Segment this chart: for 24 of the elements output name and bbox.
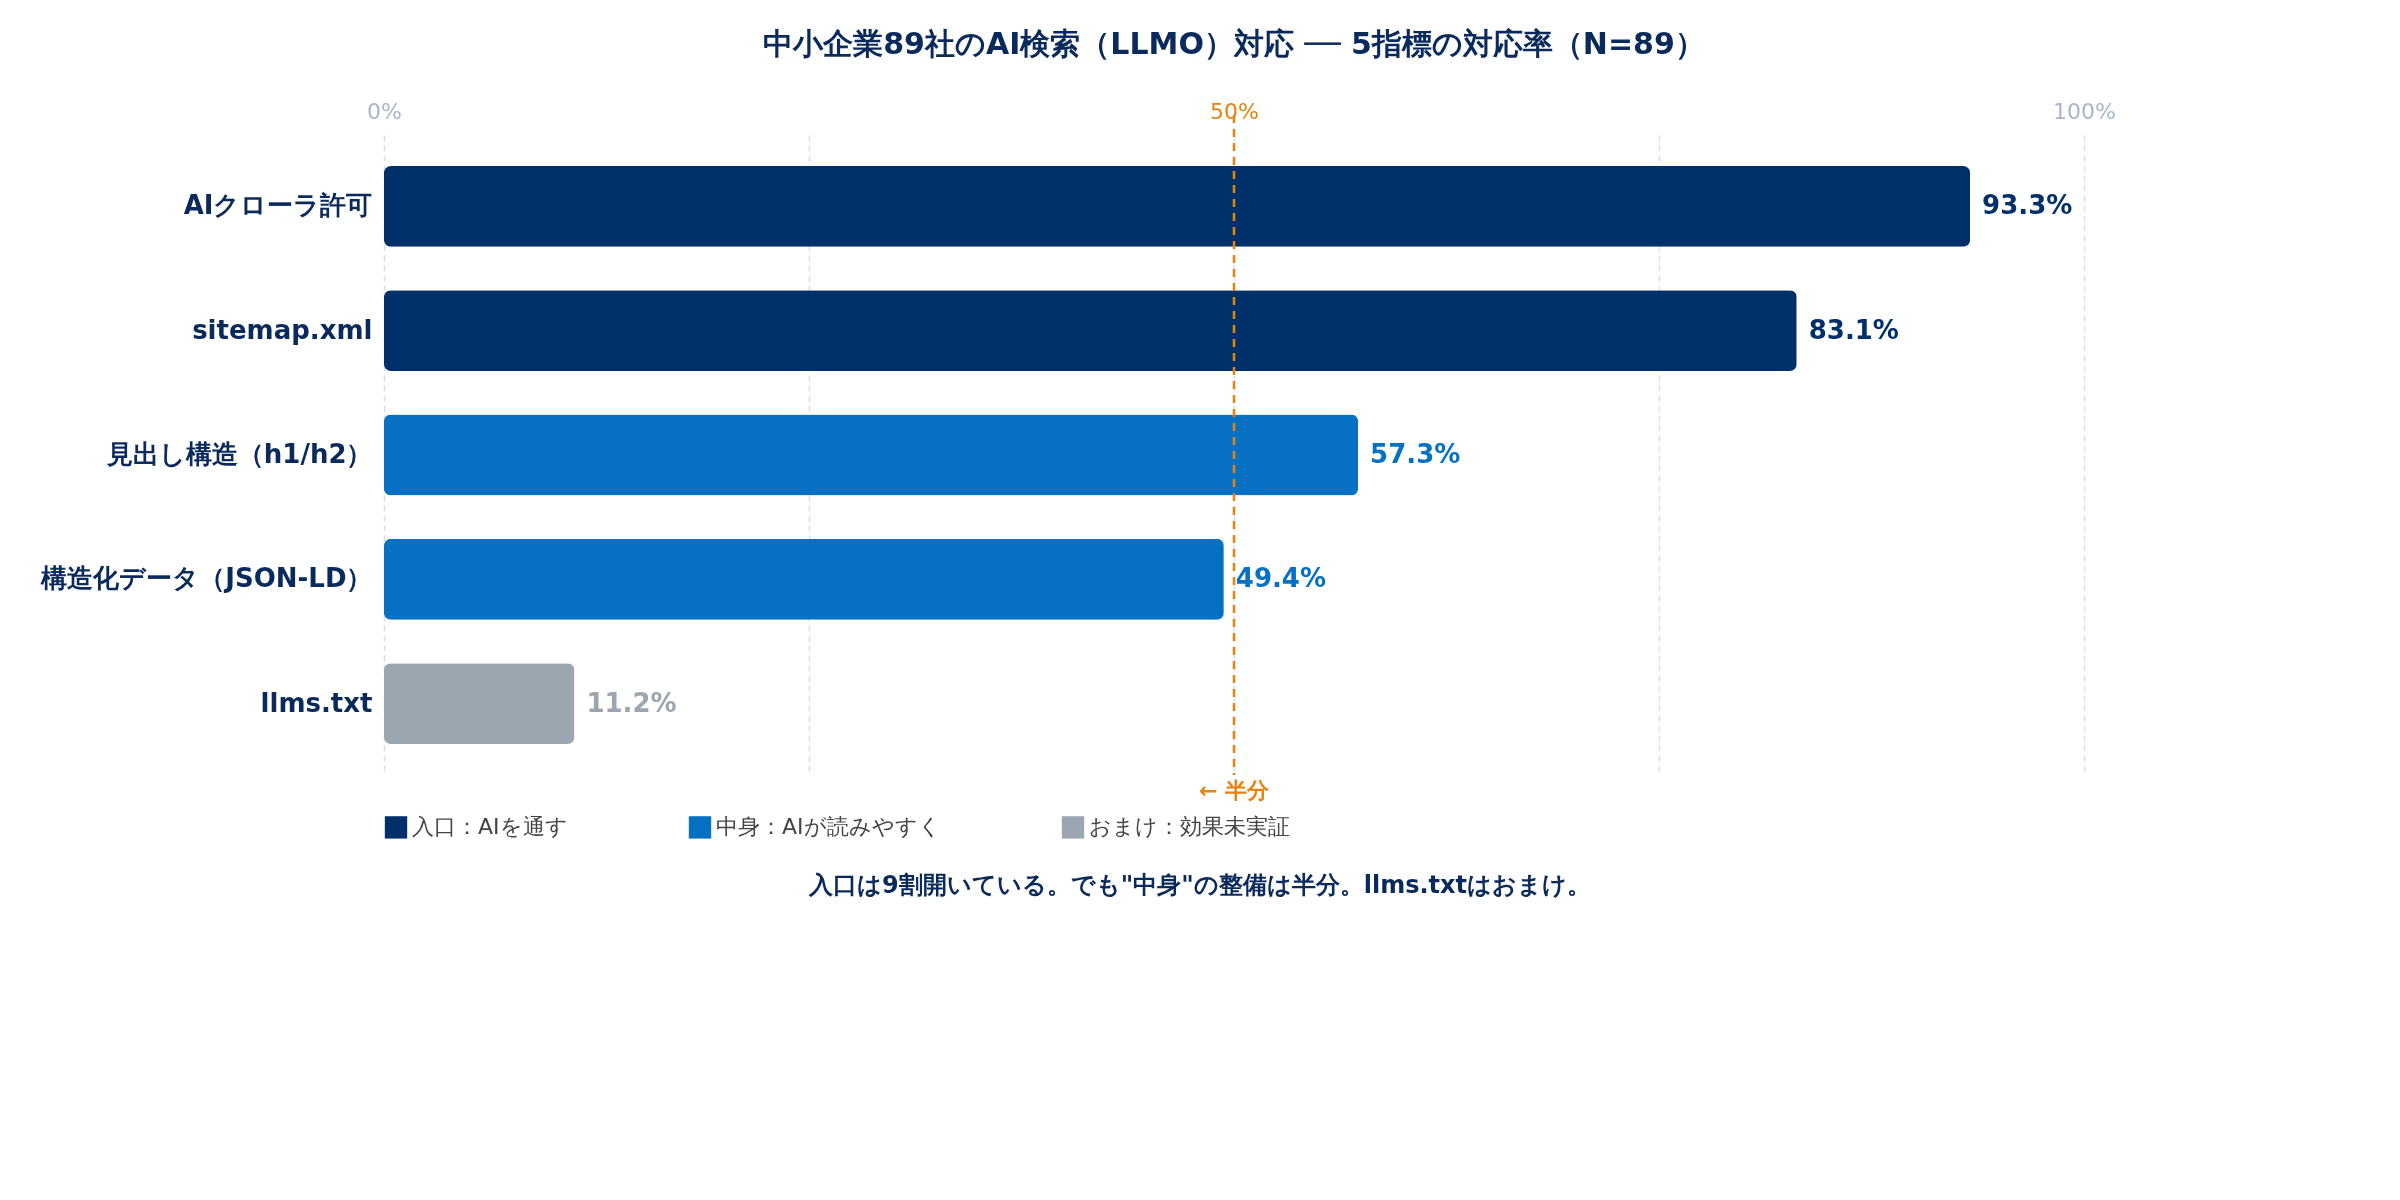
ref-line-label: ← 半分: [1198, 778, 1271, 803]
x-tick-label: 50%: [1210, 98, 1259, 124]
data-label: 83.1%: [1808, 314, 1899, 345]
x-tick-label: 0%: [367, 98, 402, 124]
y-tick-label: AIクローラ許可: [183, 190, 373, 221]
chart-title: 中小企業89社のAI検索（LLMO）対応 ── 5指標の対応率（N=89）: [763, 26, 1705, 61]
y-tick-label: llms.txt: [260, 687, 373, 718]
y-tick-label: sitemap.xml: [192, 314, 373, 345]
legend-label: 中身：AIが読みやすく: [716, 814, 941, 840]
data-label: 93.3%: [1982, 190, 2073, 221]
y-tick-label: 構造化データ（JSON-LD）: [40, 563, 373, 594]
y-tick-label: 見出し構造（h1/h2）: [105, 439, 373, 469]
bar: [384, 414, 1359, 496]
data-label: 49.4%: [1235, 563, 1326, 594]
bar: [384, 538, 1224, 620]
bar: [384, 290, 1797, 372]
x-tick-label: 100%: [2053, 98, 2116, 124]
data-label: 11.2%: [586, 687, 677, 718]
bar: [384, 166, 1971, 247]
data-label: 57.3%: [1370, 439, 1461, 469]
legend-label: おまけ：効果未実証: [1089, 814, 1290, 840]
legend-label: 入口：AIを通す: [412, 814, 568, 840]
bar: [384, 663, 575, 744]
text: 入口は9割開いている。でも"中身"の整備は半分。llms.txtはおまけ。: [808, 870, 1592, 901]
